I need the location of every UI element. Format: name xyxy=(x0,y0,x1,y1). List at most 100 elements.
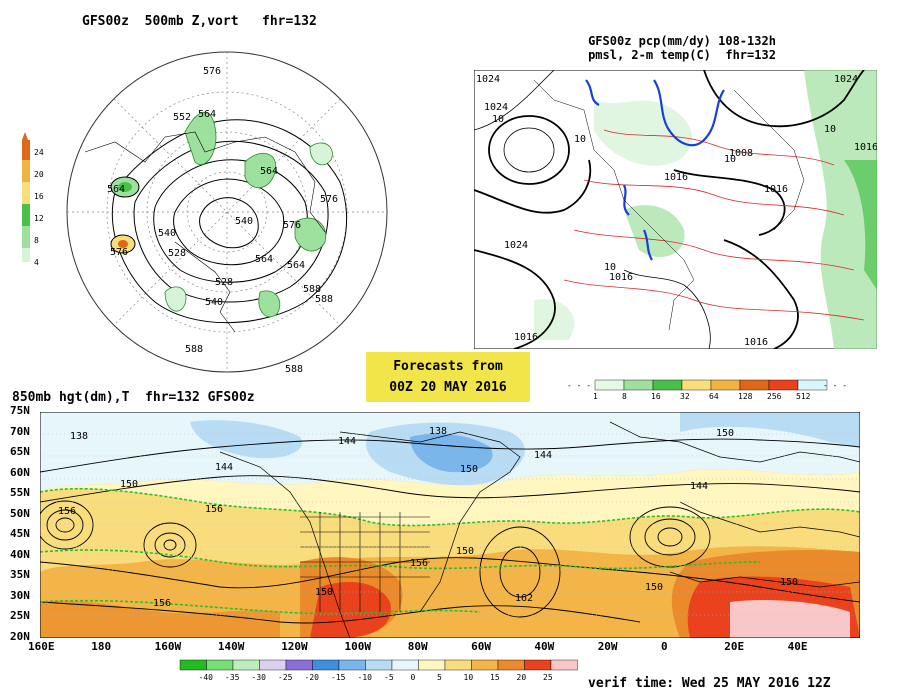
t850-colorbar-label: 20 xyxy=(517,673,527,682)
t850-contour-label: 150 xyxy=(315,587,333,598)
t850-colorbar-label: -5 xyxy=(384,673,394,682)
lon-label: 40E xyxy=(787,640,808,653)
t850-contour-label: 144 xyxy=(215,462,233,473)
precip-colorbar-label: 8 xyxy=(622,392,627,401)
precip-colorbar-label: 1 xyxy=(593,392,598,401)
t850-colorbar-swatch xyxy=(471,659,499,671)
precip-colorbar-label: 16 xyxy=(651,392,661,401)
vort-contour-label: 588 xyxy=(315,294,333,305)
pressure-label: 1016 xyxy=(744,337,768,348)
lat-label: 45N xyxy=(10,527,30,540)
lat-label: 75N xyxy=(10,404,30,417)
pressure-label: 1016 xyxy=(764,184,788,195)
pressure-label: 1024 xyxy=(476,74,500,85)
precip-colorbar: - - - 1 8 16 32 64 128 256 512 - - - xyxy=(567,379,847,401)
vort-colorbar-label: 20 xyxy=(34,170,44,179)
precip-colorbar-swatch xyxy=(681,379,712,391)
vort-contour-label: 528 xyxy=(168,248,186,259)
vort-contour-label: 564 xyxy=(287,260,305,271)
vort-contour-label: 588 xyxy=(185,344,203,355)
t850-colorbar-label: -25 xyxy=(278,673,293,682)
pressure-label: 1024 xyxy=(504,240,528,251)
t850-colorbar: -40 -35 -30 -25 -20 -15 -10 -5 0 5 10 15 20 25 xyxy=(179,659,578,682)
t850-contour-label: 156 xyxy=(205,504,223,515)
t850-colorbar-label: 25 xyxy=(543,673,553,682)
vort-contour-label: 576 xyxy=(203,66,221,77)
t850-colorbar-label: -15 xyxy=(331,673,346,682)
t850-contour-label: 138 xyxy=(70,431,88,442)
t850-contour-label: 156 xyxy=(410,558,428,569)
t850-colorbar-label: 5 xyxy=(437,673,442,682)
vort-contour-label: 540 xyxy=(235,216,253,227)
t850-colorbar-swatch xyxy=(285,659,313,671)
forecast-info-box: Forecasts from 00Z 20 MAY 2016 xyxy=(366,352,530,402)
temp-label: 10 xyxy=(492,114,504,125)
t850-contour-label: 144 xyxy=(338,436,356,447)
precip-colorbar-swatch xyxy=(623,379,654,391)
t850-map: 138 144 138 144 144 150 144 150 156 156 150 156 150 1… xyxy=(40,412,860,638)
lat-label: 60N xyxy=(10,465,30,479)
lat-label: 65N xyxy=(10,445,30,458)
lat-label: 25N xyxy=(10,609,30,622)
pressure-label: 1016 xyxy=(514,332,538,343)
t850-colorbar-label: -30 xyxy=(252,673,267,682)
vort-contour-label: 564 xyxy=(260,166,278,177)
precip-map: 1024101010161008101610241016101024101610… xyxy=(474,70,877,349)
vort-contour-label: 552 xyxy=(173,112,191,123)
t850-colorbar-label: -40 xyxy=(199,673,214,682)
t850-contour-label: 156 xyxy=(58,506,76,517)
lat-label: 70N xyxy=(10,424,30,438)
pressure-label: 1016 xyxy=(664,172,688,183)
lon-label: 120W xyxy=(281,640,308,653)
vort-colorbar-label: 12 xyxy=(34,214,44,223)
lon-label: 140W xyxy=(217,640,245,653)
vort-contour-label: 588 xyxy=(285,364,303,375)
t850-contour-label: 138 xyxy=(429,426,447,437)
precip-colorbar-label: 512 xyxy=(796,392,811,401)
lat-axis: 75N 70N 65N 60N 55N 50N 45N 40N 35N 30N 25N 20N xyxy=(0,404,40,644)
t850-contour-label: 150 xyxy=(460,464,478,475)
t850-contour-label: 162 xyxy=(515,593,533,604)
vort-polar-map: 576 552 564 540 528 564 576 564 576 528 540 588 540 5… xyxy=(66,51,388,375)
lat-label: 35N xyxy=(10,568,30,581)
t850-contour-label: 144 xyxy=(534,450,552,461)
forecast-date: 00Z 20 MAY 2016 xyxy=(389,380,507,395)
t850-contour-label: 150 xyxy=(780,577,798,588)
precip-colorbar-swatch xyxy=(710,379,741,391)
precip-colorbar-label: 256 xyxy=(767,392,782,401)
vort-contour-label: 564 xyxy=(255,254,273,265)
t850-colorbar-swatch xyxy=(444,659,472,671)
lat-label: 55N xyxy=(10,486,30,499)
lon-label: 20W xyxy=(597,640,618,653)
pressure-label: 1024 xyxy=(834,74,858,85)
t850-colorbar-label: -10 xyxy=(358,673,373,682)
precip-title-line1: GFS00z pcp(mm/dy) 108-132h xyxy=(588,34,776,48)
vort-colorbar: 4 8 12 16 20 24 xyxy=(22,132,44,267)
lat-label: 30N xyxy=(10,588,30,602)
vort-contour-label: 564 xyxy=(107,184,125,195)
temp-label: 10 xyxy=(604,262,616,273)
precip-colorbar-swatch xyxy=(594,379,625,391)
temp-label: 10 xyxy=(574,134,586,145)
pressure-label: 1024 xyxy=(484,102,508,113)
t850-colorbar-swatch xyxy=(206,659,234,671)
pressure-label: 1016 xyxy=(609,272,633,283)
lon-label: 80W xyxy=(407,640,428,653)
verif-time: verif time: Wed 25 MAY 2016 12Z xyxy=(588,676,831,691)
vort-colorbar-label: 4 xyxy=(34,258,39,267)
precip-colorbar-swatch xyxy=(739,379,770,391)
precip-title-line2: pmsl, 2-m temp(C) fhr=132 xyxy=(588,48,776,62)
t850-contour-label: 150 xyxy=(716,428,734,439)
vort-contour-label: 576 xyxy=(320,194,338,205)
t850-colorbar-swatch xyxy=(365,659,393,671)
pressure-label: 1008 xyxy=(729,148,753,159)
vort-panel-title: GFS00z 500mb Z,vort fhr=132 xyxy=(82,14,317,29)
vort-contour-label: 576 xyxy=(283,220,301,231)
t850-contour-label: 150 xyxy=(456,546,474,557)
temp-label: 10 xyxy=(724,154,736,165)
svg-text:- - -: - - - xyxy=(567,381,591,390)
t850-contour-label: 150 xyxy=(645,582,663,593)
lon-label: 40W xyxy=(534,640,555,653)
vort-contour-label: 540 xyxy=(158,228,176,239)
t850-colorbar-swatch xyxy=(550,659,578,671)
